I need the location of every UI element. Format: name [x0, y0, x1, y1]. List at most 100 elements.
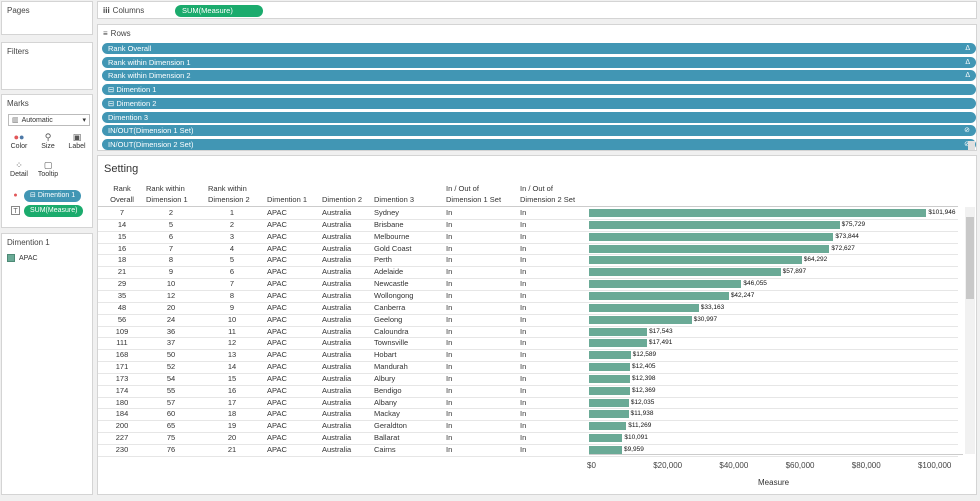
bar-mark[interactable] — [589, 268, 781, 277]
bar-mark[interactable] — [589, 446, 622, 454]
detail-button[interactable]: ⁘ Detail — [7, 159, 31, 183]
row-pill[interactable]: ⊟ Dimention 2 — [102, 97, 976, 109]
mark-type-dropdown[interactable]: ▥ Automatic ▾ — [8, 114, 90, 126]
header-in-out-d1-line1: In / Out of — [446, 184, 479, 193]
cell-rank-d1: 8 — [168, 255, 174, 265]
sum-measure-mark-pill[interactable]: SUM(Measure) — [24, 205, 84, 217]
cell-in1: In — [446, 208, 453, 217]
cell-dim2: Australia — [322, 314, 352, 324]
header-in-out-d1[interactable]: In / Out of Dimension 1 Set — [446, 183, 501, 205]
filters-card[interactable]: Filters — [1, 42, 93, 90]
bar-mark[interactable] — [589, 351, 631, 360]
detail-button-label: Detail — [10, 171, 28, 178]
cell-dim3: Hobart — [374, 350, 397, 360]
bar-mark[interactable] — [589, 386, 630, 395]
header-dimention-3[interactable]: Dimention 3 — [374, 195, 415, 204]
bar-mark[interactable] — [589, 410, 629, 419]
scrollbar-thumb[interactable] — [966, 217, 974, 299]
columns-shelf[interactable]: iii Columns SUM(Measure) — [97, 1, 977, 19]
dimention-1-mark-pill[interactable]: ⊟ Dimention 1 — [24, 190, 82, 202]
bar-mark[interactable] — [589, 209, 927, 217]
cell-rank-overall: 174 — [115, 385, 129, 395]
cell-in1: In — [446, 290, 453, 300]
header-rank-d1[interactable]: Rank within Dimension 1 — [146, 183, 188, 205]
header-rank-d2[interactable]: Rank within Dimension 2 — [208, 183, 250, 205]
row-pill[interactable]: IN/OUT(Dimension 1 Set) ⊘ — [102, 125, 976, 137]
cell-rank-d2: 12 — [227, 338, 237, 348]
rows-shelf-scrollbar[interactable] — [968, 141, 975, 150]
cell-dim3: Gold Coast — [374, 243, 412, 253]
bar-value-label: $64,292 — [803, 256, 828, 264]
cell-rank-d1: 37 — [166, 338, 176, 348]
cell-dim1: APAC — [267, 362, 287, 372]
bar-value-label: $33,163 — [700, 303, 725, 311]
cell-rank-d1: 57 — [166, 397, 176, 407]
bar-mark[interactable] — [589, 244, 830, 253]
bar-value-label: $101,946 — [928, 209, 956, 216]
chevron-down-icon: ▾ — [82, 117, 86, 124]
cell-dim3: Bendigo — [374, 385, 402, 395]
cell-dim1: APAC — [267, 302, 287, 312]
header-in-out-d2[interactable]: In / Out of Dimension 2 Set — [520, 183, 575, 205]
cell-dim2: Australia — [322, 279, 352, 289]
sum-measure-mark-label: SUM(Measure) — [30, 207, 78, 214]
header-dimention-2[interactable]: Dimention 2 — [322, 195, 363, 204]
cell-rank-d1: 52 — [166, 362, 176, 372]
cell-in1: In — [446, 385, 453, 395]
label-button[interactable]: ▣ Label — [65, 131, 89, 155]
row-pill[interactable]: IN/OUT(Dimension 2 Set) ⊘ — [102, 138, 976, 150]
bar-mark[interactable] — [589, 232, 834, 241]
cell-dim3: Albany — [374, 397, 397, 407]
cell-dim2: Australia — [322, 397, 352, 407]
header-rank-overall[interactable]: Rank Overall — [107, 183, 137, 205]
bar-mark[interactable] — [589, 327, 648, 336]
bar-mark[interactable] — [589, 422, 627, 431]
bar-mark[interactable] — [589, 280, 742, 289]
rows-shelf[interactable]: ≡ Rows Rank Overall Δ Rank within Dimensio… — [97, 24, 977, 151]
sum-measure-column-pill[interactable]: SUM(Measure) — [175, 5, 263, 17]
row-pill[interactable]: Rank Overall Δ — [102, 43, 976, 54]
bar-mark[interactable] — [589, 398, 629, 407]
cell-in1: In — [446, 362, 453, 372]
row-pill[interactable]: Rank within Dimension 2 Δ — [102, 70, 976, 82]
bar-mark[interactable] — [589, 220, 840, 229]
row-pill[interactable]: Rank within Dimension 1 Δ — [102, 56, 976, 68]
cell-in2: In — [520, 290, 527, 300]
pages-card[interactable]: Pages — [1, 1, 93, 35]
bar-mark[interactable] — [589, 315, 692, 324]
row-pill[interactable]: Dimention 3 — [102, 111, 976, 123]
cell-rank-d1: 12 — [166, 290, 176, 300]
row-pill[interactable]: ⊟ Dimention 1 — [102, 84, 976, 96]
cell-in2: In — [520, 243, 527, 253]
bar-mark[interactable] — [589, 291, 729, 300]
bar-mark[interactable] — [589, 256, 802, 265]
cell-in1: In — [446, 243, 453, 253]
cell-dim1: APAC — [267, 243, 287, 253]
bar-value-label: $11,938 — [630, 410, 654, 418]
size-button[interactable]: ⚲ Size — [36, 131, 60, 155]
legend-item-apac[interactable]: APAC — [7, 254, 38, 262]
cell-rank-d1: 75 — [166, 433, 176, 443]
cell-rank-overall: 173 — [115, 373, 129, 383]
cell-dim3: Cairns — [374, 445, 396, 454]
bar-mark[interactable] — [589, 363, 631, 372]
cell-in2: In — [520, 314, 527, 324]
cell-dim3: Melbourne — [374, 231, 410, 241]
header-dimention-1[interactable]: Dimention 1 — [267, 195, 308, 204]
cell-rank-overall: 200 — [115, 421, 129, 431]
bar-mark[interactable] — [589, 374, 631, 383]
bar-value-label: $12,405 — [632, 363, 656, 371]
pages-title: Pages — [7, 6, 30, 15]
row-pill-label: IN/OUT(Dimension 1 Set) — [108, 126, 194, 136]
bar-mark[interactable] — [589, 339, 647, 348]
tooltip-button[interactable]: ▢ Tooltip — [36, 159, 60, 183]
size-button-label: Size — [41, 143, 55, 150]
cell-rank-d2: 21 — [227, 445, 237, 454]
cell-rank-d1: 20 — [166, 302, 176, 312]
bar-mark[interactable] — [589, 434, 623, 443]
color-button[interactable]: ●● Color — [7, 131, 31, 155]
vertical-scrollbar[interactable] — [965, 207, 975, 454]
bar-mark[interactable] — [589, 303, 699, 312]
cell-dim1: APAC — [267, 409, 287, 419]
row-pill-label: Rank within Dimension 2 — [108, 71, 191, 81]
